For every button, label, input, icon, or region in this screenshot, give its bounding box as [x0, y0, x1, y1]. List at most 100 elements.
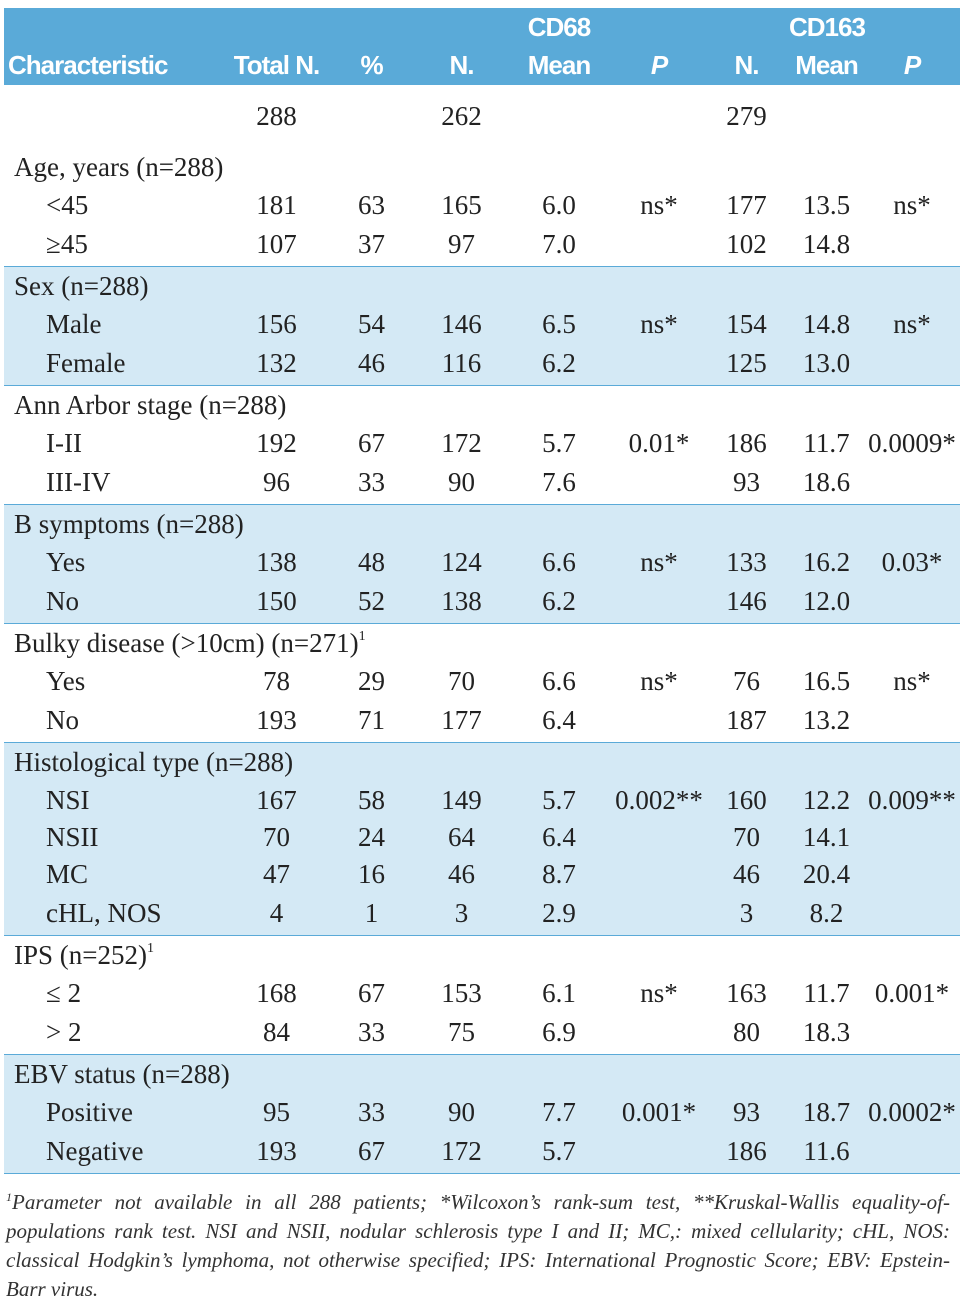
cell: 6.1 [542, 978, 576, 1008]
cell: 0.0009* [868, 428, 956, 458]
section-title-text: Bulky disease (>10cm) (n=271) [14, 627, 359, 658]
cell: 186 [726, 1136, 767, 1167]
cell: 193 [256, 1136, 297, 1167]
cell: 125 [726, 348, 767, 379]
cell: 18.7 [802, 1097, 851, 1127]
section: Bulky disease (>10cm) (n=271)1 Yes 78 29 70 6… [4, 623, 960, 742]
cell: 6.6 [542, 666, 576, 696]
section-title: Histological type (n=288) [4, 742, 960, 782]
data-row: NSI 167 58 149 5.7 0.002** 160 12.2 0.009** [4, 782, 960, 819]
cell: ns* [893, 666, 931, 696]
cell: 168 [256, 978, 297, 1008]
section-title: Ann Arbor stage (n=288) [4, 385, 960, 425]
cell: 13.2 [802, 705, 851, 736]
row-label: No [46, 586, 79, 617]
cell: 90 [448, 467, 475, 498]
data-row: Yes 138 48 124 6.6 ns* 133 16.2 0.03* [4, 544, 960, 581]
cell: 13.0 [802, 348, 851, 379]
cell: 67 [358, 1136, 385, 1167]
note-mark: 1 [146, 940, 154, 956]
totals-row: 288 262 279 [4, 85, 960, 147]
cell [614, 224, 704, 266]
cell: 0.009** [868, 785, 956, 815]
cell: ns* [893, 190, 931, 220]
cell: 102 [726, 229, 767, 260]
section-title-row: B symptoms (n=288) [4, 504, 960, 544]
section-title-text: Sex (n=288) [14, 270, 149, 301]
cell: 48 [358, 547, 385, 577]
column-row: Characteristic Total N.% N. Mean P N. Mean P [4, 46, 960, 85]
cell: 262 [441, 100, 482, 131]
cell: 46 [448, 859, 475, 889]
cell: 124 [441, 547, 482, 577]
column-header: % [360, 50, 383, 80]
cell [614, 819, 704, 856]
row-label: Female [46, 348, 126, 379]
cell: 288 [256, 100, 297, 131]
row-label: III-IV [46, 467, 111, 498]
footnote-mark: 1 [6, 1190, 12, 1204]
column-header: N. [449, 50, 475, 80]
section-title-row: Ann Arbor stage (n=288) [4, 385, 960, 425]
cell: 149 [441, 785, 482, 815]
section-title-text: Histological type (n=288) [14, 746, 294, 777]
row-label: NSI [46, 785, 90, 815]
cell: 70 [733, 822, 760, 852]
data-row: Negative 193 67 172 5.7 186 11.6 [4, 1131, 960, 1173]
table-header: CD68 CD163 Characteristic Total N.% N. Mean… [4, 8, 960, 85]
cell: 153 [441, 978, 482, 1008]
cell: 90 [448, 1097, 475, 1127]
cell: 18.6 [802, 467, 851, 498]
cell: 132 [256, 348, 297, 379]
cell: 11.7 [803, 978, 850, 1008]
cell: 107 [256, 229, 297, 260]
row-label: Male [46, 309, 102, 339]
column-header: Total N. [233, 50, 320, 80]
cell: ns* [640, 190, 678, 220]
cell: 14.8 [802, 309, 851, 339]
row-label: MC [46, 859, 89, 889]
section-title-row: Bulky disease (>10cm) (n=271)1 [4, 623, 960, 663]
section: Ann Arbor stage (n=288) I-II 192 67 172 5.7 0.… [4, 385, 960, 504]
cell: 29 [358, 666, 385, 696]
cell: 167 [256, 785, 297, 815]
cell: 46 [358, 348, 385, 379]
cell: 6.2 [542, 586, 576, 617]
cell: 71 [358, 705, 385, 736]
section: B symptoms (n=288) Yes 138 48 124 6.6 ns* 133 16… [4, 504, 960, 623]
row-label: Yes [46, 666, 86, 696]
cell: 5.7 [542, 428, 576, 458]
cell: 47 [263, 859, 290, 889]
cell [864, 462, 960, 504]
row-label: Positive [46, 1097, 134, 1127]
cell: 20.4 [802, 859, 851, 889]
cell: 193 [256, 705, 297, 736]
cell: 52 [358, 586, 385, 617]
cell: 5.7 [542, 1136, 576, 1167]
data-table: CD68 CD163 Characteristic Total N.% N. Mean… [4, 8, 960, 1174]
cell: 76 [733, 666, 760, 696]
section-title-row: Age, years (n=288) [4, 147, 960, 187]
section: IPS (n=252)1 ≤ 2 168 67 153 6.1 ns* 163 11.7 0.00… [4, 935, 960, 1054]
data-row: Male 156 54 146 6.5 ns* 154 14.8 ns* [4, 306, 960, 343]
data-row: I-II 192 67 172 5.7 0.01* 186 11.7 0.0009* [4, 425, 960, 462]
cell: 70 [448, 666, 475, 696]
cell: 14.8 [802, 229, 851, 260]
cell: 187 [726, 705, 767, 736]
row-label: Negative [46, 1136, 144, 1167]
cell: 96 [263, 467, 290, 498]
cell: 133 [726, 547, 767, 577]
cell: 116 [441, 348, 482, 379]
section-title: IPS (n=252)1 [4, 935, 960, 975]
data-row: Positive 95 33 90 7.7 0.001* 93 18.7 0.0002* [4, 1094, 960, 1131]
data-row: ≤ 2 168 67 153 6.1 ns* 163 11.7 0.001* [4, 975, 960, 1012]
cell: 58 [358, 785, 385, 815]
cell: 0.001* [621, 1097, 697, 1127]
cell: 165 [441, 190, 482, 220]
data-row: <45 181 63 165 6.0 ns* 177 13.5 ns* [4, 187, 960, 224]
cell [614, 700, 704, 742]
row-label: Yes [46, 547, 86, 577]
section-title-row: IPS (n=252)1 [4, 935, 960, 975]
section-title: Bulky disease (>10cm) (n=271)1 [4, 623, 960, 663]
